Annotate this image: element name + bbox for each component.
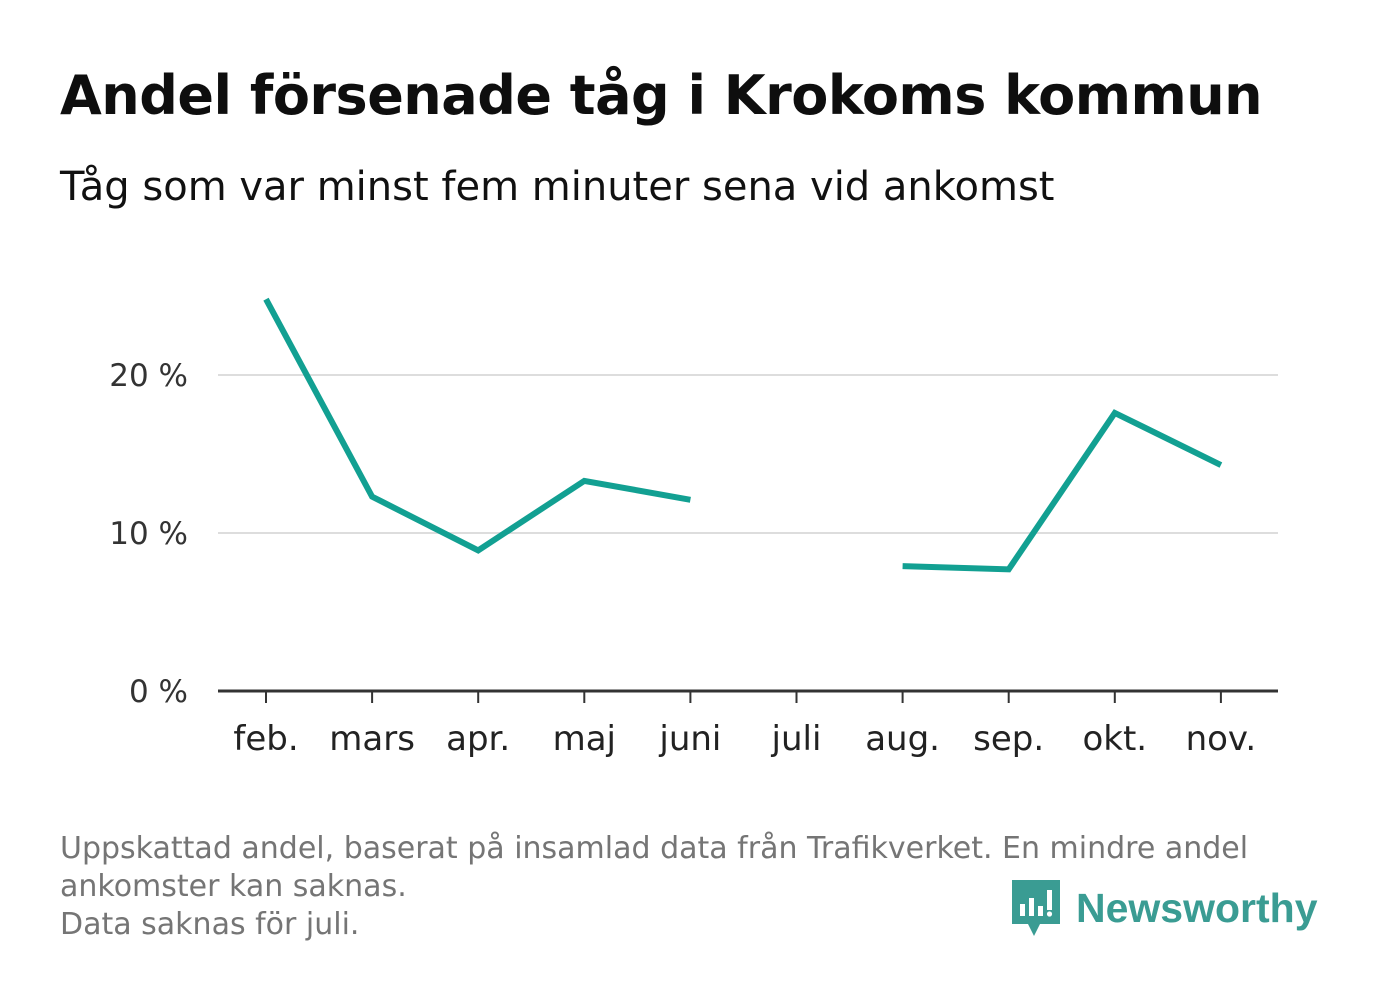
series-line-segment	[263, 297, 691, 554]
footnote-line: ankomster kan saknas.	[60, 869, 407, 904]
y-tick-label: 10 %	[109, 516, 188, 552]
x-tick-label: feb.	[233, 719, 298, 759]
footnote-line: Data saknas för juli.	[60, 907, 360, 942]
x-tick-label: apr.	[446, 719, 510, 759]
x-tick-label: mars	[329, 719, 415, 759]
series-line	[263, 297, 1223, 573]
footnote: Uppskattad andel, baserat på insamlad da…	[60, 830, 1320, 944]
series-line-segment	[902, 409, 1223, 573]
footnote-line: Uppskattad andel, baserat på insamlad da…	[60, 831, 1249, 866]
x-tick-label: sep.	[973, 719, 1044, 759]
x-tick-label: juni	[658, 719, 721, 759]
x-tick-label: okt.	[1082, 719, 1147, 759]
gridlines	[218, 374, 1278, 534]
brand-name: Newsworthy	[1076, 884, 1318, 931]
x-tick-label: juli	[771, 719, 822, 759]
x-tick-label: nov.	[1186, 719, 1257, 759]
x-axis: feb. mars apr. maj juni juli aug. sep. okt. nov.	[218, 689, 1278, 759]
chart-title: Andel försenade tåg i Krokoms kommun	[60, 64, 1263, 127]
chart-subtitle: Tåg som var minst fem minuter sena vid a…	[60, 164, 1055, 210]
x-tick-label: aug.	[865, 719, 940, 759]
y-tick-label: 20 %	[109, 358, 188, 394]
brand: Newsworthy	[1010, 878, 1318, 938]
newsworthy-logo-icon	[1012, 880, 1060, 936]
line-chart: 0 % 10 % 20 % feb. mars apr. maj juni juli aug. s…	[109, 297, 1278, 759]
y-tick-label: 0 %	[129, 674, 188, 710]
y-axis-tick-labels: 0 % 10 % 20 %	[109, 358, 188, 710]
x-tick-label: maj	[553, 719, 616, 759]
